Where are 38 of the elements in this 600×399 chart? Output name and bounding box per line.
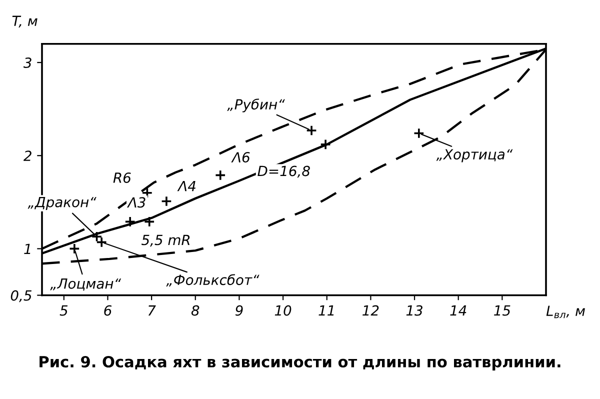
annotation: „Рубин“ — [227, 98, 285, 112]
y-tick-label: 0,5 — [10, 290, 32, 302]
text: Рис. 9. Осадка яхт в зависимости от длины по ватврлинии. — [40, 356, 560, 370]
annotation: Λ4 — [177, 181, 196, 192]
x-tick-label: 6 — [104, 305, 112, 316]
annotation: 5,5 mR — [141, 234, 190, 247]
annotation: „Хортица“ — [436, 149, 513, 162]
x-axis-title: L$_{вл}$, м — [546, 306, 585, 318]
annotation: R6 — [113, 172, 131, 183]
point — [320, 138, 332, 150]
y-tick-label: 2 — [23, 150, 32, 161]
point — [68, 243, 80, 254]
x-tick-label: 14 — [450, 305, 466, 316]
annotation: „Фольксбот“ — [166, 274, 260, 287]
x-tick-label: 10 — [274, 305, 292, 316]
point — [214, 170, 226, 181]
point — [413, 128, 424, 139]
point — [96, 236, 108, 248]
x-tick-label: 8 — [191, 305, 200, 316]
x-tick-label: 11 — [318, 305, 334, 316]
y-tick-label: 1 — [24, 244, 30, 254]
x-tick-label: 15 — [494, 305, 510, 316]
y-axis-title: T, м — [12, 16, 38, 28]
y-tick-label: 3 — [23, 57, 32, 68]
x-tick-label: 7 — [148, 305, 156, 316]
annotation: Λ6 — [231, 152, 250, 163]
x-tick-label: 12 — [362, 305, 379, 316]
annotation: Λ3 — [126, 197, 146, 208]
point — [142, 187, 153, 198]
point — [124, 216, 136, 228]
annotation: „Лоцман“ — [50, 278, 122, 291]
point — [144, 216, 155, 228]
point — [160, 196, 172, 207]
annotation: D=16,8 — [258, 166, 310, 178]
x-tick-label: 13 — [406, 305, 422, 316]
x-tick-label: 5 — [60, 305, 68, 316]
x-tick-label: 9 — [235, 305, 243, 316]
annotation: „Дракон“ — [28, 196, 96, 210]
